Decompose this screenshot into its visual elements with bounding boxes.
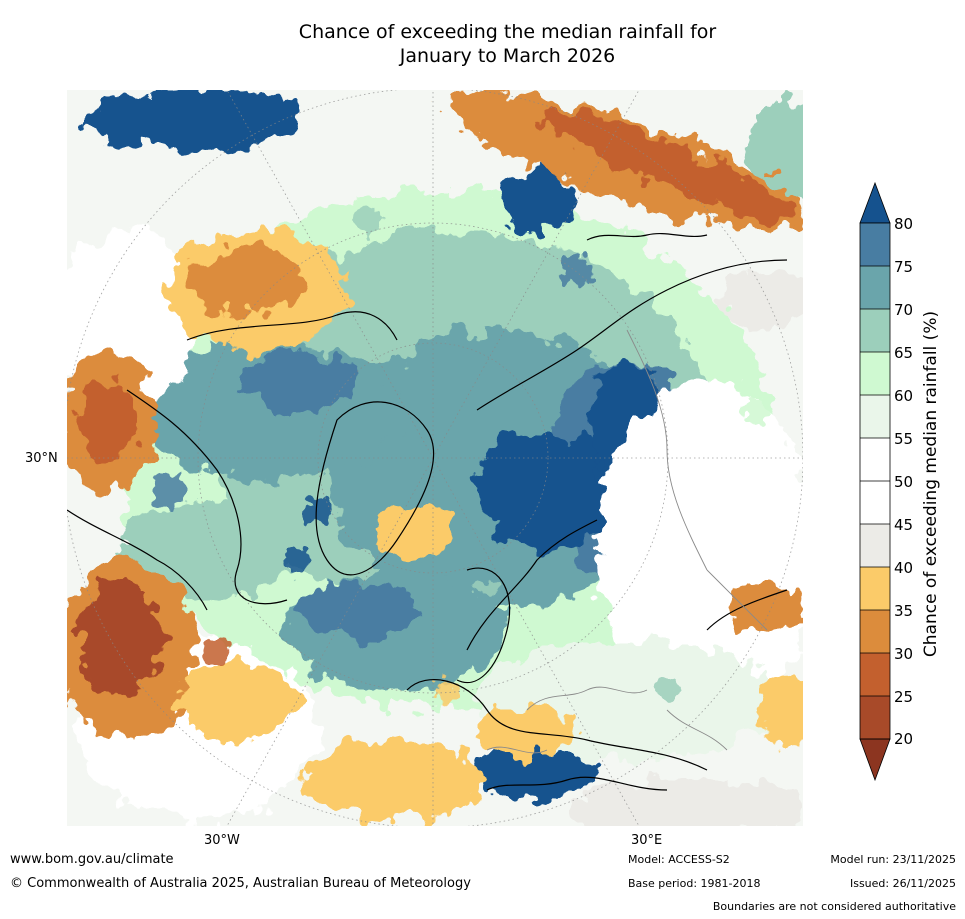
lat-label-30n: 30°N	[25, 451, 58, 466]
coastline-scandinavia	[456, 567, 511, 684]
lon-label-30e: 30°E	[631, 833, 663, 848]
website-link[interactable]: www.bom.gov.au/climate	[10, 852, 174, 867]
colorbar-tick: 55	[894, 430, 914, 448]
colorbar-tick: 30	[894, 645, 914, 663]
colorbar-tick: 35	[894, 602, 914, 620]
colorbar-tick: 70	[894, 301, 914, 319]
colorbar-label: Chance of exceeding median rainfall (%)	[921, 310, 941, 658]
colorbar-tick: 80	[894, 215, 914, 233]
colorbar-band-50-55	[860, 438, 890, 481]
colorbar-tick: 25	[894, 688, 914, 706]
colorbar-band-20-25	[860, 696, 890, 739]
colorbar-band-30-35	[860, 610, 890, 653]
colorbar-band-25-30	[860, 653, 890, 696]
colorbar-band-40-45	[860, 524, 890, 567]
colorbar-tick: 65	[894, 344, 914, 362]
colorbar-tick: 60	[894, 387, 914, 405]
colorbar-band-55-60	[860, 395, 890, 438]
colorbar-tick: 45	[894, 516, 914, 534]
colorbar-extension-bottom	[859, 738, 891, 782]
colorbar-band-70-75	[860, 266, 890, 309]
colorbar-tick: 50	[894, 473, 914, 491]
colorbar	[855, 180, 895, 790]
boundaries-disclaimer: Boundaries are not considered authoritat…	[712, 900, 956, 913]
issued-date: Issued: 26/11/2025	[849, 877, 956, 890]
colorbar-band-75-80	[860, 223, 890, 266]
colorbar-band-35-40	[860, 567, 890, 610]
colorbar-tick: 75	[894, 258, 914, 276]
base-period: Base period: 1981-2018	[628, 877, 761, 890]
model-name: Model: ACCESS-S2	[628, 853, 730, 866]
title-line-2: January to March 2026	[399, 45, 616, 67]
colorbar-tick: 40	[894, 559, 914, 577]
map-title: Chance of exceeding the median rainfall …	[200, 20, 815, 68]
coastline-greenland	[315, 401, 435, 576]
colorbar-extension-top	[859, 181, 891, 224]
copyright-text: © Commonwealth of Australia 2025, Austra…	[10, 876, 471, 891]
coastline-europe	[406, 679, 708, 771]
colorbar-tick: 20	[894, 730, 914, 748]
model-run-date: Model run: 23/11/2025	[830, 853, 956, 866]
lon-label-30w: 30°W	[204, 833, 240, 848]
colorbar-band-45-50	[860, 481, 890, 524]
title-line-1: Chance of exceeding the median rainfall …	[298, 21, 717, 43]
rainfall-probability-map	[67, 90, 803, 826]
colorbar-band-65-70	[860, 309, 890, 352]
colorbar-band-60-65	[860, 352, 890, 395]
